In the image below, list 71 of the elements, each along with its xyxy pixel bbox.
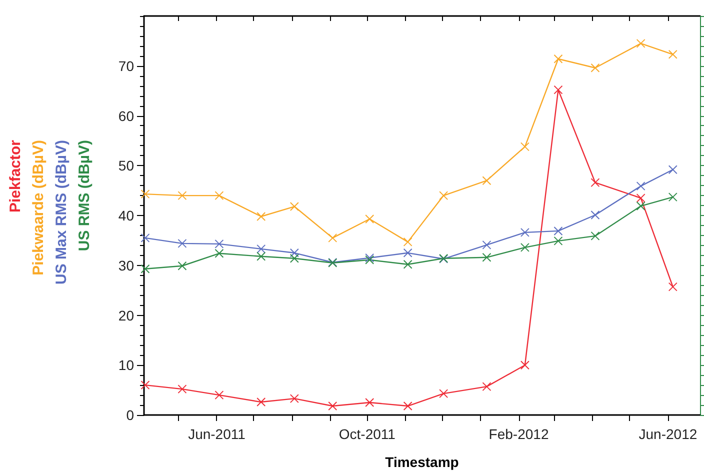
- point: [403, 402, 412, 411]
- point: [520, 360, 530, 370]
- point: [256, 252, 266, 261]
- point: [554, 236, 563, 246]
- point: [365, 398, 374, 408]
- point: [482, 176, 492, 186]
- point: [178, 191, 187, 200]
- point: [482, 252, 492, 262]
- point: [140, 264, 150, 274]
- point: [328, 233, 338, 242]
- point: [590, 231, 600, 240]
- x-tick-label: Jun-2012: [638, 426, 698, 442]
- y-tick-label: 70: [118, 58, 134, 74]
- point: [140, 380, 150, 390]
- point: [590, 178, 600, 188]
- point: [668, 165, 678, 174]
- point: [214, 390, 224, 400]
- text: Piekfactor: [7, 140, 24, 213]
- point: [636, 202, 646, 211]
- point: [403, 260, 412, 269]
- point: [290, 254, 299, 263]
- point: [439, 191, 448, 200]
- point: [668, 50, 678, 59]
- point: [554, 226, 563, 236]
- point: [668, 282, 678, 292]
- point: [482, 382, 492, 392]
- x-tick-label: Oct-2011: [338, 426, 396, 442]
- point: [482, 240, 492, 250]
- point: [636, 182, 646, 191]
- x-tick-label: Jun-2011: [188, 426, 246, 442]
- point: [590, 210, 600, 220]
- y-tick-label: 40: [118, 208, 134, 224]
- point: [520, 242, 530, 252]
- point: [178, 238, 187, 248]
- y-tick-label: 30: [118, 257, 134, 274]
- point: [256, 212, 266, 221]
- point: [328, 402, 338, 411]
- x-axis-title: Timestamp: [385, 454, 459, 470]
- point: [290, 394, 299, 404]
- point: [140, 190, 150, 199]
- y-tick-label: 0: [126, 407, 134, 423]
- point: [520, 142, 530, 152]
- point: [214, 191, 224, 200]
- point: [290, 248, 299, 258]
- point: [554, 54, 563, 64]
- text: US Max RMS (dBµV): [53, 140, 70, 284]
- text: Piekwaarde (dBµV): [30, 140, 47, 276]
- point: [365, 214, 374, 224]
- y-tick-label: 20: [118, 307, 134, 324]
- point: [520, 228, 530, 237]
- point: [290, 202, 299, 212]
- text: US RMS (dBµV): [76, 140, 93, 252]
- point: [554, 85, 563, 94]
- point: [403, 248, 412, 258]
- y-tick-label: 50: [118, 158, 134, 174]
- point: [256, 244, 266, 254]
- point: [403, 237, 412, 246]
- point: [214, 248, 224, 258]
- point: [439, 389, 448, 398]
- point: [636, 38, 646, 48]
- point: [140, 233, 150, 242]
- y-tick-label: 60: [118, 108, 134, 124]
- point: [668, 192, 678, 202]
- point: [256, 398, 266, 407]
- x-tick-label: Feb-2012: [488, 426, 549, 442]
- y-tick-label: 10: [118, 357, 134, 374]
- point: [214, 239, 224, 248]
- point: [178, 261, 187, 270]
- point: [178, 384, 187, 394]
- point: [636, 194, 646, 203]
- point: [590, 63, 600, 72]
